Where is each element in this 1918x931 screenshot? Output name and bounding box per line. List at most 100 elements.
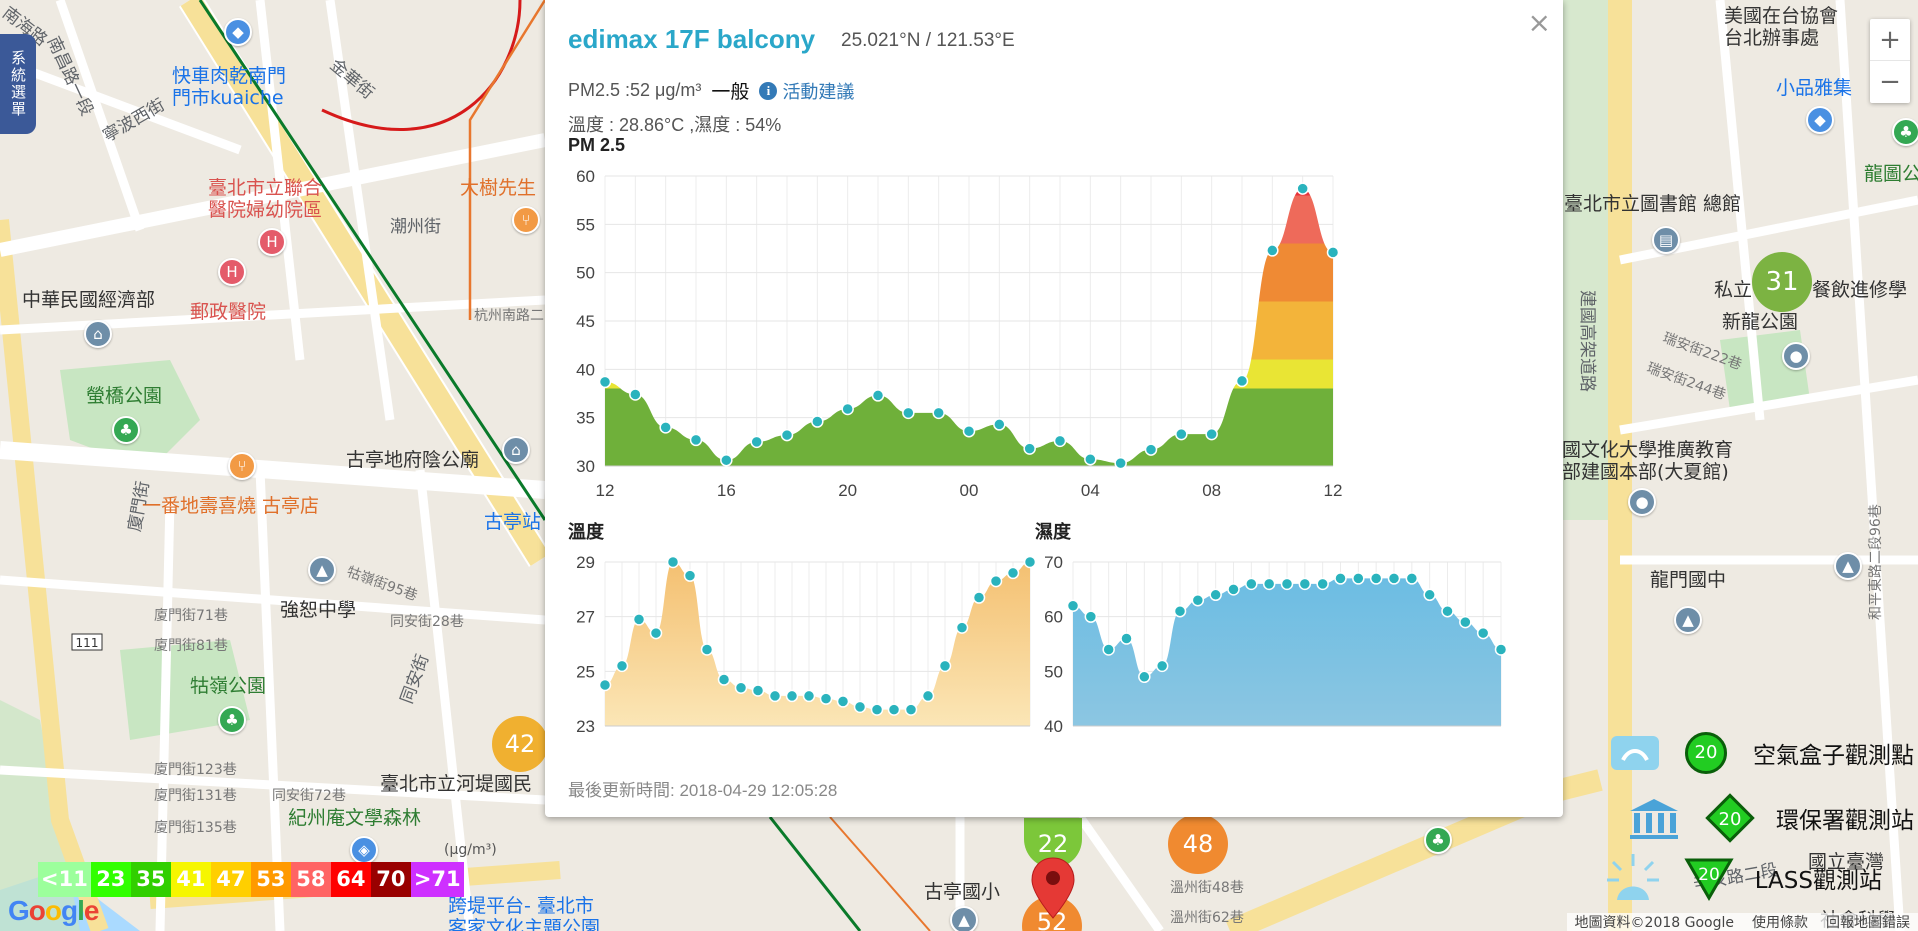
map-place-label: 龍圖公 <box>1864 163 1918 185</box>
park-icon[interactable]: ♣ <box>1424 826 1452 854</box>
school-icon[interactable]: ▲ <box>308 556 336 584</box>
restaurant-icon[interactable]: ⑂ <box>228 452 256 480</box>
data-point <box>1334 572 1347 585</box>
map-place-label: 中華民國經濟部 <box>22 289 156 311</box>
park-icon[interactable]: ♣ <box>112 416 140 444</box>
map-place-label: 強恕中學 <box>280 599 357 621</box>
legend-label: LASS觀測站 <box>1754 868 1882 894</box>
shopping-icon[interactable]: ◆ <box>224 18 252 46</box>
data-point <box>750 435 763 449</box>
data-point <box>836 695 850 708</box>
data-point <box>1023 555 1037 569</box>
museum-icon[interactable]: ◈ <box>350 836 378 864</box>
hospital-icon[interactable]: H <box>218 258 246 286</box>
school-icon[interactable]: ▲ <box>1834 552 1862 580</box>
data-point <box>1316 577 1329 591</box>
close-icon[interactable]: × <box>1527 6 1551 39</box>
report-error-link[interactable]: 回報地圖錯誤 <box>1826 915 1910 931</box>
map-place-label: 溫州街48巷 <box>1170 880 1244 896</box>
data-point <box>1296 182 1309 195</box>
selected-location-pin-icon[interactable] <box>1030 856 1076 920</box>
data-point <box>904 703 918 716</box>
data-point <box>1352 572 1365 585</box>
epa-building-icon <box>1630 799 1678 839</box>
y-tick-label: 70 <box>1044 553 1063 572</box>
humidity-chart-title: 濕度 <box>1035 522 1071 542</box>
data-point <box>1441 604 1454 618</box>
y-tick-label: 60 <box>1044 608 1063 627</box>
legend-label: 空氣盒子觀測點 <box>1753 743 1914 769</box>
data-point <box>1298 577 1312 591</box>
scale-step: 41 <box>170 862 211 897</box>
aq-marker[interactable]: 48 <box>1168 814 1228 874</box>
location-icon[interactable]: ● <box>1628 488 1656 516</box>
school-icon[interactable]: ▲ <box>950 906 978 931</box>
zoom-in-button[interactable]: + <box>1870 19 1910 61</box>
aq-marker[interactable]: 42 <box>492 716 548 772</box>
data-point <box>632 613 646 626</box>
data-point <box>932 406 945 420</box>
google-logo: Google <box>8 895 99 926</box>
data-point <box>720 453 733 467</box>
school-icon[interactable]: ▲ <box>1674 606 1702 634</box>
data-point <box>1120 632 1133 645</box>
data-point <box>811 415 824 428</box>
scale-step: <11 <box>38 862 91 897</box>
hospital-icon[interactable]: H <box>258 228 286 256</box>
map-place-label: 大樹先生 <box>460 177 537 199</box>
location-icon[interactable]: ● <box>1782 342 1810 370</box>
map-place-label: 古亭地府陰公廟 <box>346 449 480 471</box>
system-menu-button[interactable]: 系統選單 <box>0 34 36 134</box>
map-place-label: 私立 <box>1714 279 1753 301</box>
map-place-label: 國立臺灣 <box>1808 851 1885 873</box>
government-icon[interactable]: ⌂ <box>84 320 112 348</box>
data-point <box>666 555 680 569</box>
park-icon[interactable]: ♣ <box>218 706 246 734</box>
restaurant-icon[interactable]: ⑂ <box>512 206 540 234</box>
svg-text:20: 20 <box>1698 865 1720 885</box>
map-place-label: 臺北市立聯合 醫院婦幼院區 <box>208 177 323 221</box>
aq-marker[interactable]: 31 <box>1752 252 1812 312</box>
y-tick-label: 40 <box>576 360 595 379</box>
data-point <box>1369 572 1383 585</box>
data-point <box>1280 577 1294 591</box>
shopping-icon[interactable]: ◆ <box>1806 106 1834 134</box>
data-point <box>972 591 986 604</box>
data-point <box>1205 427 1218 441</box>
data-point <box>1459 615 1472 629</box>
data-point <box>1084 452 1097 466</box>
svg-text:111: 111 <box>76 636 99 650</box>
data-point <box>938 659 952 673</box>
series-area <box>605 188 1333 467</box>
zoom-out-button[interactable]: − <box>1879 67 1901 97</box>
park-icon[interactable]: ♣ <box>1892 118 1918 146</box>
scale-step: 64 <box>330 862 371 897</box>
map-place-label: 廈門街131巷 <box>154 788 237 804</box>
y-tick-label: 29 <box>576 553 595 572</box>
terms-link[interactable]: 使用條款 <box>1752 915 1808 931</box>
data-point <box>841 402 854 416</box>
station-title: edimax 17F balcony <box>568 24 816 54</box>
data-point <box>989 574 1003 588</box>
map-place-label: 廈門街135巷 <box>154 820 237 836</box>
data-point <box>1191 594 1205 607</box>
map-place-label: 紀州庵文學森林 <box>288 807 422 829</box>
map-place-label: 廈門街123巷 <box>154 762 237 778</box>
activity-advice-link[interactable]: i 活動建議 <box>759 78 854 104</box>
y-tick-label: 60 <box>576 167 595 186</box>
lass-sun-icon <box>1606 854 1659 900</box>
library-icon[interactable]: ▤ <box>1652 226 1680 254</box>
map-place-label: 螢橋公園 <box>86 385 163 407</box>
map-place-label: 古亭站 <box>484 511 542 533</box>
data-point <box>1227 583 1240 596</box>
scale-step: 35 <box>130 862 171 897</box>
scale-unit: (μg/m³) <box>444 842 497 858</box>
temple-icon[interactable]: ⌂ <box>502 436 530 464</box>
station-info-window: × edimax 17F balcony 25.021°N / 121.53°E… <box>545 0 1563 817</box>
data-point <box>1245 577 1258 591</box>
x-tick-label: 12 <box>596 481 615 500</box>
x-tick-label: 00 <box>960 481 979 500</box>
map-place-label: 龍門國中 <box>1650 569 1727 591</box>
temperature-chart: 23 25 27 29 <box>576 553 1037 736</box>
map-place-label: 一番地壽喜燒 古亭店 <box>142 495 320 517</box>
